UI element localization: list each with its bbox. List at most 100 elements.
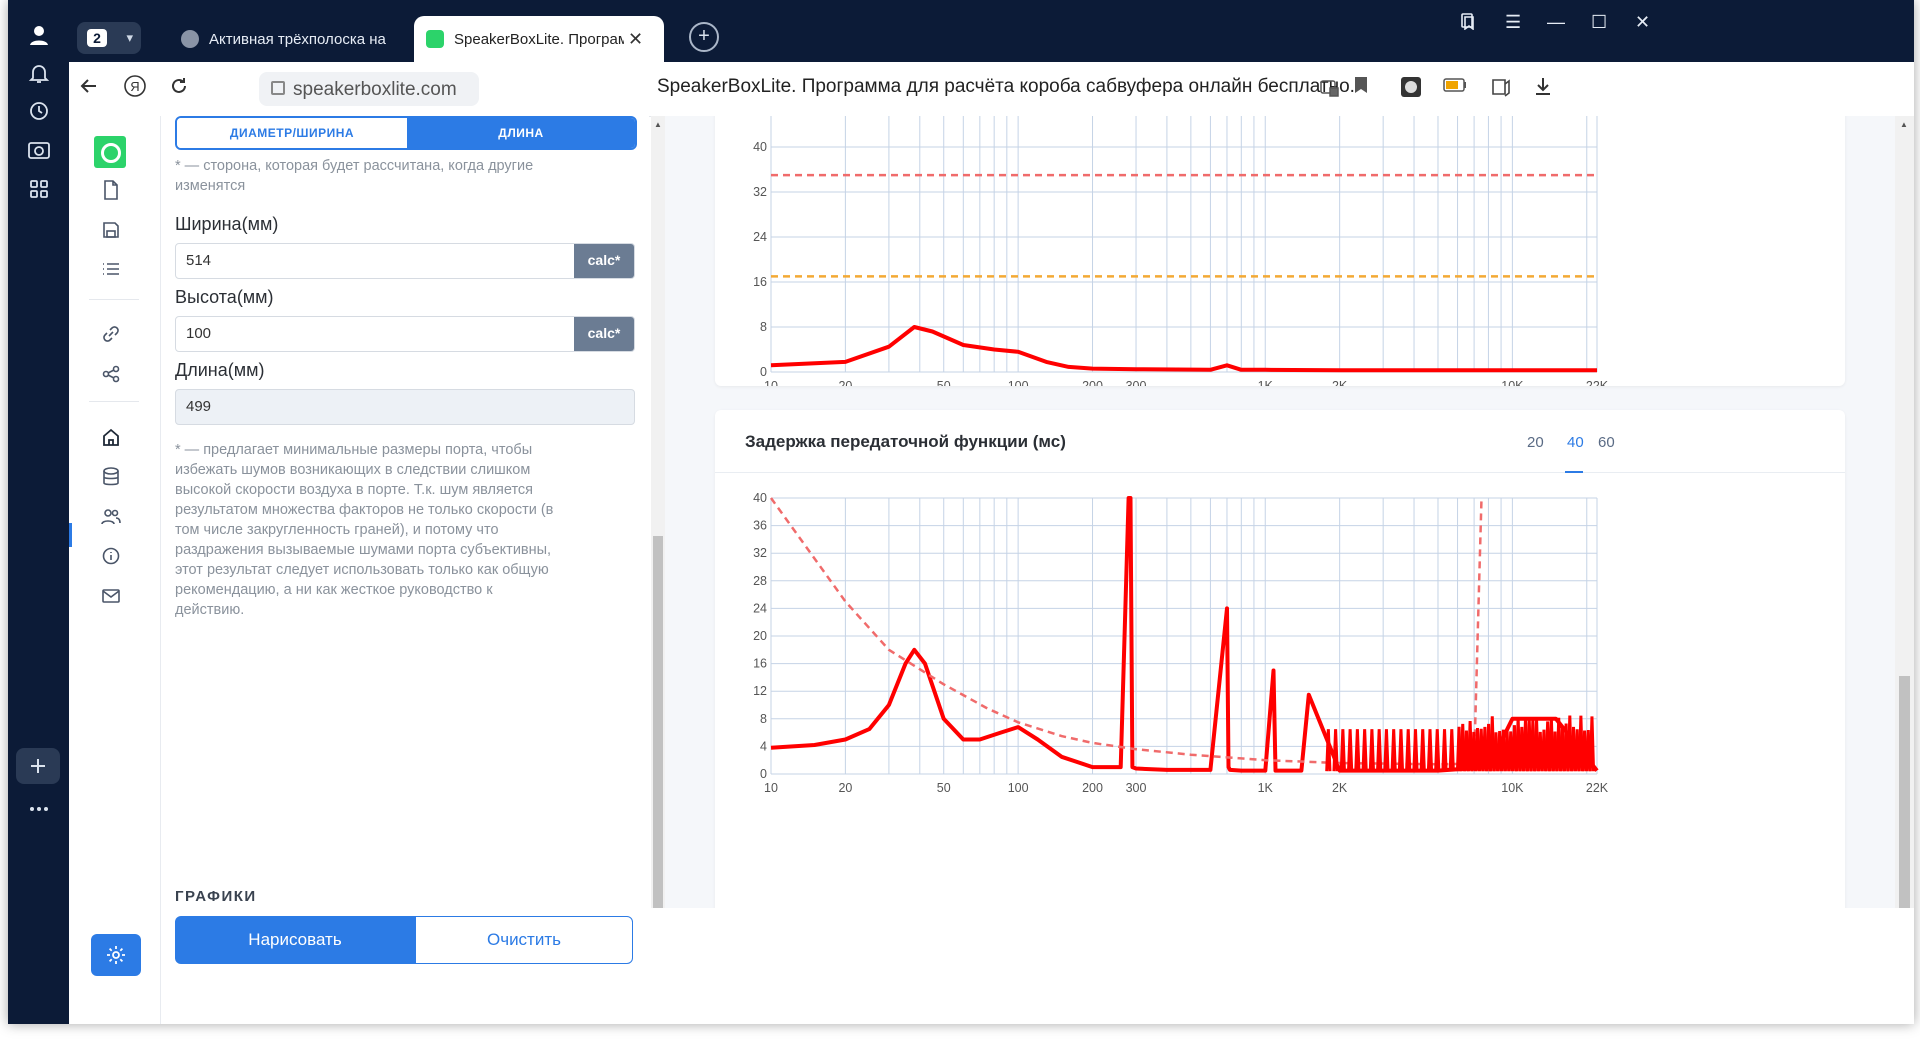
- y-tick-label: 40: [753, 140, 767, 154]
- page-scrollbar[interactable]: ▲: [1895, 116, 1914, 908]
- x-tick-label: 50: [937, 379, 951, 386]
- history-icon[interactable]: [22, 94, 56, 128]
- x-tick-label: 300: [1126, 379, 1147, 386]
- y-tick-label: 24: [753, 601, 767, 615]
- window-close-icon[interactable]: ✕: [1635, 12, 1650, 33]
- series-peak: [1363, 729, 1366, 771]
- reload-icon[interactable]: [169, 76, 189, 102]
- url-field[interactable]: speakerboxlite.com: [259, 72, 479, 106]
- series-peak: [1436, 729, 1439, 771]
- scroll-up-icon[interactable]: ▲: [1900, 120, 1908, 129]
- battery-icon[interactable]: [1443, 76, 1467, 100]
- mail-icon[interactable]: [97, 582, 125, 610]
- save-icon[interactable]: [97, 216, 125, 244]
- series-line: [771, 327, 1597, 370]
- x-tick-label: 20: [838, 379, 852, 386]
- y-tick-label: 8: [760, 320, 767, 334]
- tab-active[interactable]: SpeakerBoxLite. Програм ✕: [414, 16, 664, 62]
- protect-icon[interactable]: [1317, 76, 1341, 100]
- bell-icon[interactable]: [22, 56, 56, 90]
- length-field[interactable]: 499: [175, 389, 635, 425]
- share-icon[interactable]: [97, 360, 125, 388]
- y-tick-label: 20: [753, 629, 767, 643]
- tab-count: 2: [87, 29, 107, 47]
- profile-icon[interactable]: [22, 18, 56, 52]
- tab-strip: 2 ▾ Активная трёхполоска на SpeakerBoxLi…: [69, 0, 1914, 62]
- x-tick-label: 10K: [1501, 379, 1524, 386]
- download-icon[interactable]: [1531, 76, 1555, 100]
- browser-sidebar: [8, 0, 69, 1024]
- gear-icon: [106, 945, 126, 965]
- range-option-20[interactable]: 20: [1527, 434, 1544, 451]
- tab-inactive[interactable]: Активная трёхполоска на: [169, 16, 409, 62]
- close-icon[interactable]: ✕: [628, 29, 643, 50]
- link-icon[interactable]: [97, 320, 125, 348]
- yandex-icon[interactable]: Я: [123, 74, 147, 104]
- x-tick-label: 100: [1008, 379, 1029, 386]
- bookmarks-panel-icon[interactable]: [1459, 12, 1477, 35]
- height-calc-button[interactable]: calc*: [574, 317, 634, 351]
- y-tick-label: 16: [753, 275, 767, 289]
- charts-section-title: ГРАФИКИ: [175, 888, 257, 905]
- scroll-thumb[interactable]: [653, 536, 663, 908]
- clear-button[interactable]: Очистить: [415, 916, 633, 964]
- side-note: * — сторона, которая будет рассчитана, к…: [175, 156, 555, 196]
- range-option-60[interactable]: 60: [1598, 434, 1615, 451]
- home-icon[interactable]: [97, 423, 125, 451]
- form-scrollbar[interactable]: ▲: [651, 116, 665, 908]
- reader-icon[interactable]: [1489, 76, 1513, 100]
- y-tick-label: 28: [753, 574, 767, 588]
- add-panel-icon[interactable]: [16, 748, 60, 784]
- series-peak: [1378, 729, 1381, 771]
- browser-window: 2 ▾ Активная трёхполоска на SpeakerBoxLi…: [8, 0, 1914, 1024]
- width-field[interactable]: 514 calc*: [175, 243, 635, 279]
- maximize-icon[interactable]: ☐: [1591, 12, 1607, 33]
- x-tick-label: 20: [838, 781, 852, 795]
- range-option-40[interactable]: 40: [1567, 434, 1584, 451]
- height-field[interactable]: 100 calc*: [175, 316, 635, 352]
- y-tick-label: 32: [753, 185, 767, 199]
- y-tick-label: 36: [753, 519, 767, 533]
- x-tick-label: 200: [1082, 379, 1103, 386]
- segment-diameter-width[interactable]: ДИАМЕТР/ШИРИНА: [177, 118, 407, 148]
- tab-counter[interactable]: 2 ▾: [77, 22, 141, 54]
- series-peak: [1428, 729, 1431, 771]
- bookmark-icon[interactable]: [1349, 76, 1373, 100]
- series-peak: [1385, 729, 1388, 771]
- speakerboxlite-logo-icon[interactable]: [94, 136, 126, 168]
- series-line: [771, 498, 1597, 771]
- series-peak: [1370, 729, 1373, 771]
- site-sidebar: [69, 116, 161, 1024]
- group-delay-card: Задержка передаточной функции (мс) 20 40…: [715, 410, 1845, 908]
- more-icon[interactable]: [22, 792, 56, 826]
- tab-title: Активная трёхполоска на: [209, 31, 399, 48]
- x-tick-label: 10K: [1501, 781, 1524, 795]
- x-tick-label: 1K: [1258, 379, 1274, 386]
- database-icon[interactable]: [97, 463, 125, 491]
- scroll-up-icon[interactable]: ▲: [654, 120, 662, 129]
- width-calc-button[interactable]: calc*: [574, 244, 634, 278]
- draw-button[interactable]: Нарисовать: [175, 916, 415, 964]
- info-icon[interactable]: [97, 542, 125, 570]
- screenshot-icon[interactable]: [22, 133, 56, 167]
- new-tab-icon[interactable]: +: [689, 22, 719, 52]
- minimize-icon[interactable]: —: [1547, 12, 1565, 33]
- apps-grid-icon[interactable]: [22, 172, 56, 206]
- height-value: 100: [186, 325, 211, 342]
- users-icon[interactable]: [97, 503, 125, 531]
- menu-icon[interactable]: ☰: [1505, 12, 1521, 33]
- segment-length[interactable]: ДЛИНА: [407, 118, 635, 148]
- card-header: Задержка передаточной функции (мс) 20 40…: [715, 410, 1845, 473]
- back-icon[interactable]: [79, 76, 99, 102]
- file-icon[interactable]: [97, 176, 125, 204]
- series-peak: [1327, 729, 1330, 771]
- svg-text:Я: Я: [130, 79, 139, 94]
- height-label: Высота(мм): [175, 287, 274, 308]
- width-label: Ширина(мм): [175, 214, 278, 235]
- settings-button[interactable]: [91, 934, 141, 976]
- list-icon[interactable]: [97, 255, 125, 283]
- extension-icon[interactable]: [1399, 76, 1423, 100]
- lock-icon: [271, 81, 285, 95]
- y-tick-label: 0: [760, 767, 767, 781]
- scroll-thumb[interactable]: [1899, 676, 1910, 908]
